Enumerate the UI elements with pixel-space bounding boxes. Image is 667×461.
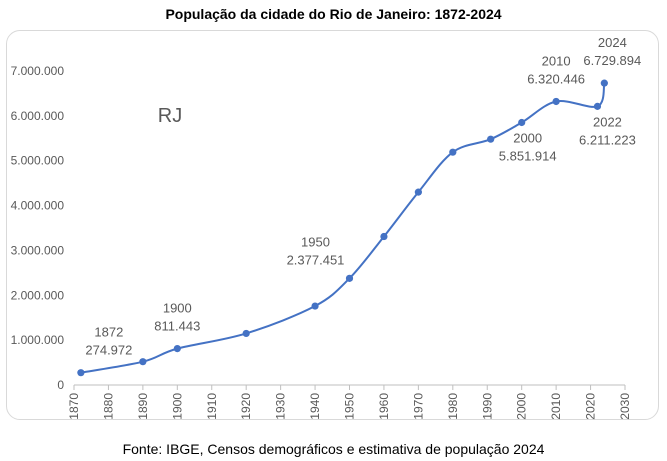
data-label-year: 1900 bbox=[163, 301, 192, 316]
x-tick-label: 1920 bbox=[239, 393, 253, 420]
x-tick-label: 1940 bbox=[308, 393, 322, 420]
y-tick-label: 7.000.000 bbox=[11, 64, 65, 78]
chart-source: Fonte: IBGE, Censos demográficos e estim… bbox=[122, 441, 545, 457]
x-tick-label: 1890 bbox=[136, 393, 150, 420]
y-tick-label: 0 bbox=[57, 378, 64, 392]
data-point bbox=[173, 345, 181, 353]
x-tick-label: 2000 bbox=[515, 393, 529, 420]
x-tick-label: 1900 bbox=[170, 393, 184, 420]
series-line bbox=[80, 82, 606, 374]
y-tick-label: 6.000.000 bbox=[11, 109, 65, 123]
data-point bbox=[345, 274, 354, 282]
x-tick-label: 1970 bbox=[411, 393, 425, 420]
data-label-year: 1872 bbox=[94, 325, 123, 340]
x-tick-label: 1870 bbox=[67, 393, 81, 420]
data-label-value: 274.972 bbox=[85, 343, 132, 358]
x-tick-label: 1980 bbox=[446, 393, 460, 420]
data-point bbox=[593, 102, 602, 110]
data-label-value: 5.851.914 bbox=[499, 148, 557, 163]
data-label-year: 2010 bbox=[542, 53, 571, 68]
data-label-year: 2022 bbox=[593, 114, 622, 129]
x-tick-label: 1880 bbox=[101, 393, 115, 420]
data-point bbox=[139, 358, 147, 366]
x-tick-label: 1910 bbox=[205, 393, 219, 420]
data-point bbox=[449, 148, 457, 156]
data-point bbox=[600, 79, 608, 87]
data-label-value: 811.443 bbox=[154, 319, 200, 334]
data-label-year: 2000 bbox=[513, 130, 542, 145]
x-tick-label: 1960 bbox=[377, 393, 391, 420]
y-tick-label: 5.000.000 bbox=[11, 154, 65, 168]
data-label-value: 6.320.446 bbox=[527, 71, 585, 86]
x-tick-label: 1950 bbox=[343, 393, 357, 420]
y-tick-label: 3.000.000 bbox=[11, 243, 65, 257]
y-tick-label: 1.000.000 bbox=[11, 333, 65, 347]
chart-title: População da cidade do Rio de Janeiro: 1… bbox=[165, 6, 502, 22]
chart-area bbox=[6, 30, 659, 420]
data-point bbox=[414, 188, 422, 196]
data-point bbox=[518, 118, 526, 127]
y-tick-label: 2.000.000 bbox=[11, 288, 65, 302]
x-tick-label: 2020 bbox=[584, 393, 598, 420]
data-label-year: 1950 bbox=[301, 234, 330, 249]
x-tick-label: 2030 bbox=[618, 393, 632, 420]
x-tick-label: 2010 bbox=[549, 393, 563, 420]
x-tick-label: 1930 bbox=[274, 393, 288, 420]
data-point bbox=[380, 232, 388, 241]
data-point bbox=[552, 97, 560, 106]
data-label-year: 2024 bbox=[598, 35, 627, 50]
data-point bbox=[311, 302, 319, 310]
data-point bbox=[487, 135, 495, 143]
data-point bbox=[242, 329, 250, 338]
data-label-value: 6.729.894 bbox=[583, 53, 641, 68]
annotation-rj: RJ bbox=[158, 105, 182, 127]
data-label-value: 6.211.223 bbox=[579, 132, 636, 147]
x-tick-label: 1990 bbox=[480, 393, 494, 420]
data-label-value: 2.377.451 bbox=[287, 252, 345, 267]
y-tick-label: 4.000.000 bbox=[11, 199, 65, 213]
data-point bbox=[77, 369, 85, 377]
